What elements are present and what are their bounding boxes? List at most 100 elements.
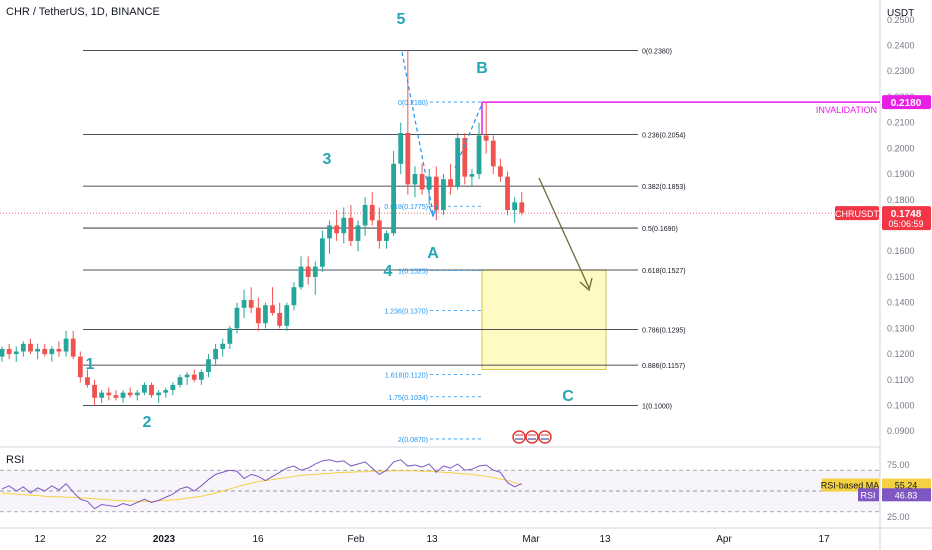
wave-label: C: [562, 388, 574, 405]
candle-body: [270, 305, 275, 313]
fib-ext-label: 2(0.0870): [398, 437, 428, 444]
wave-label: A: [427, 245, 439, 262]
price-tick-label: 0.1100: [887, 375, 914, 385]
candle-body: [298, 266, 304, 288]
candle-body: [376, 220, 382, 241]
rsi-value-tag: [882, 488, 931, 502]
symbol-tag-text: CHRUSDT: [835, 209, 880, 219]
candle-body: [433, 176, 439, 211]
time-axis-label: Apr: [716, 534, 732, 545]
candle-body: [412, 174, 418, 185]
candle-body: [28, 343, 33, 352]
fib-ext-label: 1.75(0.1034): [388, 395, 428, 402]
price-tick-label: 0.1800: [887, 195, 915, 205]
candle-body: [56, 348, 62, 352]
price-tick-label: 0.1900: [887, 169, 915, 179]
wave-label: 2: [143, 414, 152, 431]
candle-body: [142, 384, 147, 393]
candle-body: [355, 225, 361, 241]
candle-body: [156, 392, 162, 396]
candle-body: [255, 307, 261, 324]
candle-body: [227, 328, 233, 344]
candle-body: [483, 135, 489, 141]
time-axis-label: 12: [34, 534, 46, 545]
candle-body: [85, 377, 90, 385]
candle-body: [42, 348, 48, 355]
price-tick-label: 0.2300: [887, 66, 915, 76]
time-axis-label: 17: [818, 534, 830, 545]
candle-body: [277, 312, 283, 326]
candle-body: [512, 202, 518, 211]
wave-label: 5: [397, 11, 406, 28]
rsi-ma-value-text: 55.24: [895, 481, 918, 491]
fib-level-label: 0.886(0.1157): [642, 363, 685, 370]
candle-body: [441, 179, 446, 211]
fib-level-label: 0.382(0.1853): [642, 184, 686, 191]
candle-body: [426, 176, 432, 190]
candle-body: [391, 163, 396, 234]
candle-body: [70, 338, 76, 357]
projection-arrow: [538, 177, 590, 289]
fib-level-label: 0.786(0.1295): [642, 328, 686, 335]
candle-body: [106, 392, 112, 396]
candle-body: [490, 140, 496, 167]
time-axis-label: 13: [426, 534, 438, 545]
fib-level-label: 0.236(0.2054): [642, 132, 686, 139]
fib-ext-label: 0(0.2180): [398, 100, 428, 107]
rsi-line: [1, 459, 522, 510]
candle-body: [77, 356, 83, 378]
candle-body: [92, 384, 97, 398]
fib-level-label: 1(0.1000): [642, 404, 672, 411]
rsi-ma-name-text: RSI-based MA: [821, 481, 880, 491]
candle-body: [448, 179, 453, 187]
candle-body: [476, 135, 482, 175]
price-tick-label: 0.2500: [887, 15, 915, 25]
candle-body: [505, 176, 510, 211]
candle-body: [13, 351, 19, 355]
candle-body: [206, 359, 211, 373]
price-tick-label: 0.2400: [887, 41, 915, 51]
candle-body: [63, 338, 69, 352]
symbol-header: CHR / TetherUS, 1D, BINANCE: [6, 6, 160, 18]
candle-body: [127, 392, 133, 396]
invalidation-price-tag: [882, 95, 931, 110]
fib-ext-label: 1.236(0.1370): [384, 308, 428, 315]
wave-path-5-a: [401, 51, 434, 214]
price-tick-label: 0.1500: [887, 272, 915, 282]
candle-body: [419, 174, 425, 190]
candle-body: [341, 217, 347, 234]
candle-body: [234, 307, 240, 329]
candle-body: [263, 305, 268, 324]
candle-body: [384, 233, 389, 241]
price-tick-label: 0.0900: [887, 426, 915, 436]
wave-arrow-head: [428, 205, 438, 218]
candle-body: [519, 202, 525, 213]
candle-body: [284, 305, 290, 326]
candle-body: [99, 392, 105, 398]
candle-body: [163, 390, 169, 393]
candle-body: [248, 300, 254, 308]
fib-level-label: 0.618(0.1527): [642, 268, 686, 275]
wave-label: 3: [323, 151, 332, 168]
candle-body: [305, 266, 311, 277]
price-tick-label: 0.2100: [887, 118, 915, 128]
candle-body: [498, 166, 503, 177]
candle-body: [405, 132, 411, 185]
candle-body: [455, 138, 461, 187]
time-axis-label: 13: [599, 534, 611, 545]
fib-ext-label: 1(0.1525): [398, 269, 428, 276]
candle-body: [348, 217, 354, 241]
last-price-text: 0.1748: [891, 209, 922, 220]
candle-body: [469, 174, 475, 177]
candle-body: [327, 225, 332, 239]
candle-body: [191, 374, 197, 380]
us-flag-icon: [525, 430, 539, 444]
time-axis-label: 16: [252, 534, 264, 545]
rsi-value-text: 46.83: [895, 490, 918, 500]
candle-body: [149, 384, 154, 396]
rsi-name-text: RSI: [860, 490, 875, 500]
wave-path-a-b: [454, 103, 483, 169]
candle-body: [177, 377, 183, 385]
